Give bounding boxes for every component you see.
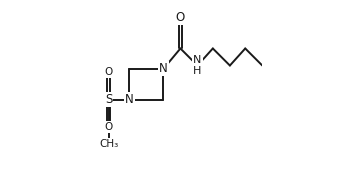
Text: O: O: [176, 11, 185, 24]
Text: N: N: [125, 93, 133, 106]
Text: O: O: [105, 67, 113, 77]
Text: N: N: [159, 62, 168, 76]
Text: CH₃: CH₃: [99, 139, 118, 149]
Text: O: O: [105, 122, 113, 132]
Text: S: S: [105, 93, 113, 106]
Text: N
H: N H: [193, 55, 202, 76]
